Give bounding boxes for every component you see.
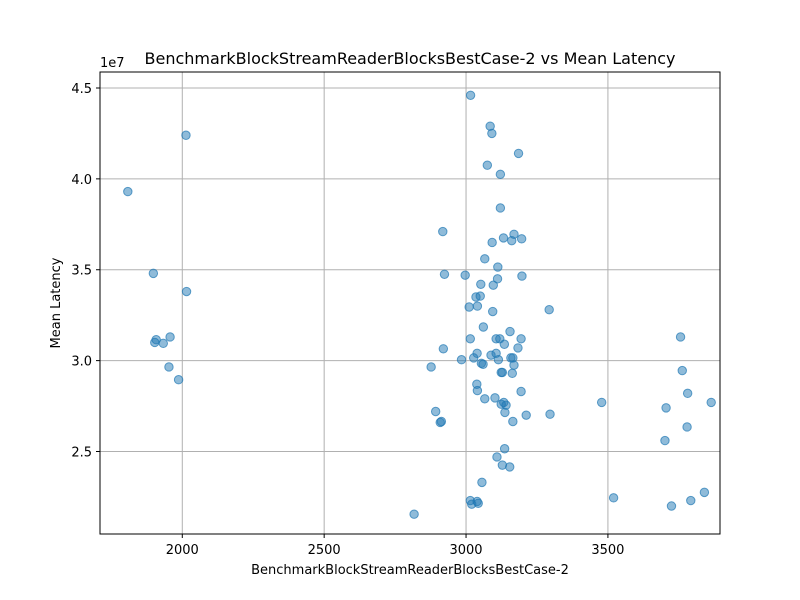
scatter-point <box>545 409 555 419</box>
scatter-point <box>487 128 497 139</box>
scatter-point <box>516 334 526 344</box>
scatter-point <box>660 435 670 446</box>
scatter-point <box>507 368 517 379</box>
scatter-point <box>490 393 500 403</box>
scatter-point <box>430 406 441 417</box>
scatter-point <box>158 338 168 349</box>
y-tick-label: 4.0 <box>71 173 92 188</box>
scatter-point <box>495 203 506 213</box>
x-tick-label: 2000 <box>166 543 199 558</box>
scatter-point <box>469 353 479 363</box>
scatter-point <box>500 407 510 418</box>
scatter-point <box>465 90 476 100</box>
y-axis-ticks: 2.5 3.0 3.5 4.0 4.5 <box>71 82 100 460</box>
scatter-point <box>507 235 517 246</box>
scatter-point <box>473 498 483 508</box>
scatter-point <box>505 462 515 472</box>
scatter-point <box>666 501 677 511</box>
scatter-point <box>477 477 487 488</box>
data-points <box>123 90 716 519</box>
scatter-point <box>608 493 619 503</box>
scatter-point <box>706 397 716 408</box>
scatter-point <box>476 279 486 289</box>
y-axis-scale-factor: 1e7 <box>100 56 125 71</box>
scatter-point <box>499 339 510 349</box>
scatter-point <box>478 322 489 332</box>
scatter-point <box>165 332 175 342</box>
plot-frame <box>99 71 721 535</box>
scatter-point <box>495 169 506 180</box>
y-tick-label: 4.5 <box>71 82 92 97</box>
scatter-point <box>488 306 498 317</box>
y-tick-label: 3.5 <box>71 264 92 279</box>
scatter-point <box>544 305 554 315</box>
scatter-point <box>493 262 503 272</box>
scatter-point <box>173 374 184 385</box>
scatter-point <box>682 422 692 432</box>
scatter-point <box>123 186 133 197</box>
scatter-point <box>482 160 493 170</box>
scatter-point <box>439 269 450 279</box>
scatter-point <box>505 326 515 337</box>
scatter-point <box>492 452 502 462</box>
scatter-point <box>436 416 447 427</box>
scatter-point <box>492 274 503 284</box>
x-tick-label: 2500 <box>308 543 341 558</box>
scatter-point <box>682 388 693 399</box>
scatter-point <box>517 271 527 281</box>
y-tick-label: 2.5 <box>71 445 92 460</box>
x-tick-label: 3000 <box>449 543 482 558</box>
scatter-point <box>513 343 523 353</box>
scatter-point <box>426 362 436 372</box>
scatter-point <box>475 291 485 301</box>
scatter-point <box>675 332 686 342</box>
scatter-point <box>164 362 174 372</box>
scatter-point <box>509 360 519 370</box>
scatter-point <box>493 355 504 365</box>
scatter-point <box>438 344 449 354</box>
scatter-point <box>686 495 696 506</box>
y-tick-label: 3.0 <box>71 355 92 370</box>
scatter-point <box>497 367 508 378</box>
scatter-point <box>516 234 527 244</box>
scatter-point <box>516 386 526 397</box>
scatter-point <box>478 359 488 369</box>
scatter-point <box>661 403 671 413</box>
scatter-point <box>699 487 710 498</box>
scatter-point <box>677 365 687 376</box>
scatter-point <box>409 509 419 519</box>
scatter-point <box>465 334 475 344</box>
scatter-point <box>472 385 483 396</box>
scatter-point <box>488 280 498 290</box>
scatter-point <box>487 237 497 248</box>
scatter-point <box>181 286 192 297</box>
scatter-point <box>438 226 448 237</box>
scatter-point <box>460 270 470 280</box>
x-axis-ticks: 2000 2500 3000 3500 <box>166 534 624 558</box>
scatter-point <box>480 254 490 264</box>
scatter-point <box>521 410 531 420</box>
scatter-point <box>480 394 490 404</box>
y-axis-label: Mean Latency <box>49 257 64 348</box>
scatter-point <box>464 302 474 312</box>
scatter-point <box>498 233 509 243</box>
scatter-point <box>513 148 524 159</box>
scatter-point <box>508 416 518 427</box>
scatter-point <box>181 130 191 140</box>
grid-lines <box>100 72 720 534</box>
chart-title: BenchmarkBlockStreamReaderBlocksBestCase… <box>145 49 676 68</box>
x-tick-label: 3500 <box>591 543 624 558</box>
scatter-point <box>472 301 483 311</box>
scatter-point <box>456 355 467 365</box>
scatter-point <box>148 268 159 279</box>
scatter-point <box>499 444 510 454</box>
scatter-point <box>596 397 607 408</box>
x-axis-label: BenchmarkBlockStreamReaderBlocksBestCase… <box>251 563 569 578</box>
